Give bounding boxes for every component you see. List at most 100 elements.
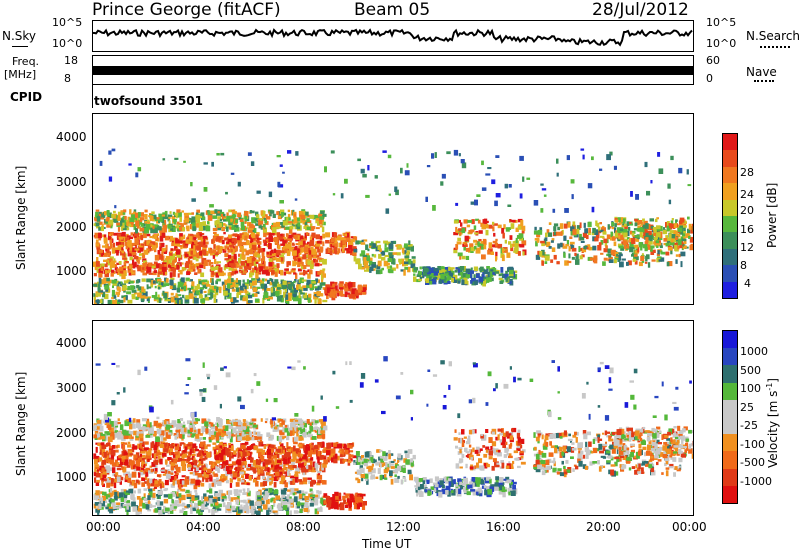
heatmap-cell: [379, 248, 382, 252]
heatmap-cell: [109, 259, 113, 264]
heatmap-cell: [478, 239, 482, 242]
heatmap-cell: [234, 490, 239, 496]
heatmap-cell: [313, 258, 317, 263]
heatmap-cell: [633, 228, 637, 231]
heatmap-cell: [179, 504, 184, 507]
heatmap-cell: [438, 280, 441, 284]
heatmap-cell: [305, 211, 309, 217]
heatmap-cell: [157, 480, 160, 485]
heatmap-cell: [125, 475, 128, 480]
heatmap-cell: [340, 193, 344, 199]
heatmap-cell: [127, 251, 133, 257]
heatmap-cell: [327, 457, 330, 463]
heatmap-cell: [101, 226, 104, 231]
heatmap-cell: [152, 214, 157, 220]
heatmap-cell: [215, 493, 220, 497]
heatmap-cell: [231, 288, 236, 292]
heatmap-cell: [653, 249, 656, 253]
heatmap-cell: [262, 487, 266, 490]
heatmap-cell: [284, 268, 289, 271]
heatmap-cell: [196, 291, 201, 295]
heatmap-cell: [143, 249, 149, 255]
heatmap-cell: [258, 219, 261, 226]
heatmap-cell: [552, 208, 556, 213]
heatmap-cell: [201, 442, 206, 445]
heatmap-cell: [299, 490, 305, 494]
heatmap-cell: [350, 458, 353, 462]
heatmap-cell: [306, 505, 310, 510]
power-colorbar: [722, 133, 738, 299]
heatmap-cell: [133, 211, 136, 214]
heatmap-cell: [226, 259, 231, 263]
heatmap-cell: [263, 241, 267, 246]
heatmap-cell: [170, 444, 174, 449]
heatmap-cell: [253, 466, 258, 470]
heatmap-cell: [658, 225, 663, 232]
heatmap-cell: [369, 243, 372, 249]
heatmap-cell: [681, 230, 687, 234]
heatmap-cell: [205, 284, 211, 287]
heatmap-cell: [135, 212, 139, 218]
heatmap-cell: [262, 210, 265, 213]
heatmap-cell: [579, 222, 582, 229]
heatmap-cell: [165, 256, 171, 261]
heatmap-cell: [127, 216, 131, 221]
heatmap-cell: [269, 505, 272, 511]
heatmap-cell: [98, 503, 102, 509]
heatmap-cell: [204, 294, 208, 298]
heatmap-cell: [148, 470, 153, 474]
heatmap-cell: [114, 491, 118, 498]
heatmap-cell: [226, 212, 229, 218]
heatmap-cell: [137, 212, 141, 218]
heatmap-cell: [318, 291, 321, 295]
heatmap-cell: [287, 456, 292, 461]
heatmap-cell: [116, 502, 121, 505]
heatmap-cell: [248, 249, 251, 255]
heatmap-cell: [677, 245, 680, 250]
heatmap-cell: [540, 208, 544, 213]
heatmap-cell: [114, 280, 119, 283]
heatmap-cell: [332, 193, 336, 196]
heatmap-cell: [651, 259, 656, 262]
heatmap-cell: [213, 479, 218, 485]
heatmap-cell: [131, 250, 136, 256]
heatmap-cell: [318, 219, 323, 225]
heatmap-cell: [102, 471, 107, 477]
heatmap-cell: [101, 481, 104, 486]
heatmap-cell: [227, 248, 232, 253]
heatmap-cell: [258, 248, 263, 253]
heatmap-cell: [238, 269, 242, 272]
heatmap-cell: [94, 464, 99, 470]
heatmap-cell: [100, 213, 105, 218]
heatmap-cell: [440, 266, 445, 270]
heatmap-cell: [117, 292, 120, 296]
heatmap-cell: [418, 271, 422, 275]
heatmap-cell: [186, 504, 190, 508]
heatmap-cell: [198, 280, 204, 285]
heatmap-cell: [135, 279, 139, 284]
heatmap-cell: [304, 452, 309, 455]
heatmap-cell: [455, 226, 458, 233]
heatmap-cell: [256, 476, 261, 480]
heatmap-cell: [521, 225, 526, 231]
heatmap-cell: [181, 480, 187, 485]
heatmap-cell: [109, 487, 113, 493]
heatmap-cell: [123, 270, 127, 274]
heatmap-cell: [148, 224, 153, 231]
heatmap-cell: [155, 441, 159, 448]
heatmap-cell: [501, 273, 505, 279]
heatmap-cell: [268, 258, 273, 261]
heatmap-cell: [126, 235, 131, 238]
heatmap-cell: [175, 453, 181, 459]
heatmap-cell: [317, 450, 321, 457]
heatmap-cell: [419, 266, 422, 270]
heatmap-cell: [133, 292, 137, 295]
heatmap-cell: [216, 261, 219, 264]
heatmap-cell: [258, 441, 264, 447]
heatmap-cell: [350, 282, 356, 288]
heatmap-cell: [143, 488, 148, 491]
heatmap-cell: [170, 277, 175, 281]
heatmap-cell: [191, 281, 195, 287]
heatmap-cell: [188, 256, 193, 259]
heatmap-cell: [410, 245, 414, 252]
